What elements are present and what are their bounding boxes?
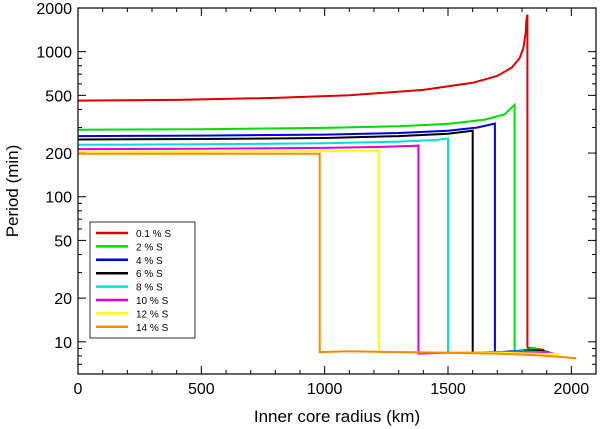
legend-label: 8 % S	[136, 283, 163, 294]
series-layer	[77, 14, 577, 360]
x-tick-label: 500	[188, 381, 215, 398]
x-tick-label: 2000	[554, 381, 590, 398]
legend-label: 2 % S	[136, 242, 163, 253]
legend: 0.1 % S 2 % S 4 % S 6 % S 8 % S 10 % S 12 % S 1…	[89, 221, 196, 339]
legend-label: 6 % S	[136, 269, 163, 280]
y-tick-label: 20	[54, 291, 72, 308]
y-tick-label: 100	[45, 190, 72, 207]
legend-label: 4 % S	[136, 256, 163, 267]
legend-box	[89, 221, 196, 339]
y-tick-label: 500	[45, 88, 72, 105]
y-tick-label: 200	[45, 146, 72, 163]
x-tick-label: 1500	[430, 381, 466, 398]
tick-labels: 0 500 1000 1500 2000 10 20 50 100 200 500 1000 2000	[36, 1, 589, 398]
series-line-4	[77, 129, 550, 354]
y-tick-label: 1000	[36, 45, 72, 62]
legend-label: 14 % S	[136, 323, 169, 334]
plot-frame	[77, 7, 597, 375]
axis-ticks	[77, 7, 596, 375]
legend-label: 12 % S	[136, 309, 169, 320]
x-axis-label: Inner core radius (km)	[254, 407, 420, 426]
y-tick-label: 2000	[36, 1, 72, 18]
y-axis-label: Period (min)	[3, 145, 22, 238]
y-tick-label: 50	[54, 233, 72, 250]
x-tick-label: 0	[74, 381, 83, 398]
series-line-6	[77, 144, 555, 355]
x-tick-label: 1000	[307, 381, 343, 398]
legend-label: 10 % S	[136, 296, 169, 307]
legend-label: 0.1 % S	[136, 229, 171, 240]
y-tick-label: 10	[54, 335, 72, 352]
series-line-8	[78, 152, 577, 360]
series-line-1	[77, 14, 545, 351]
